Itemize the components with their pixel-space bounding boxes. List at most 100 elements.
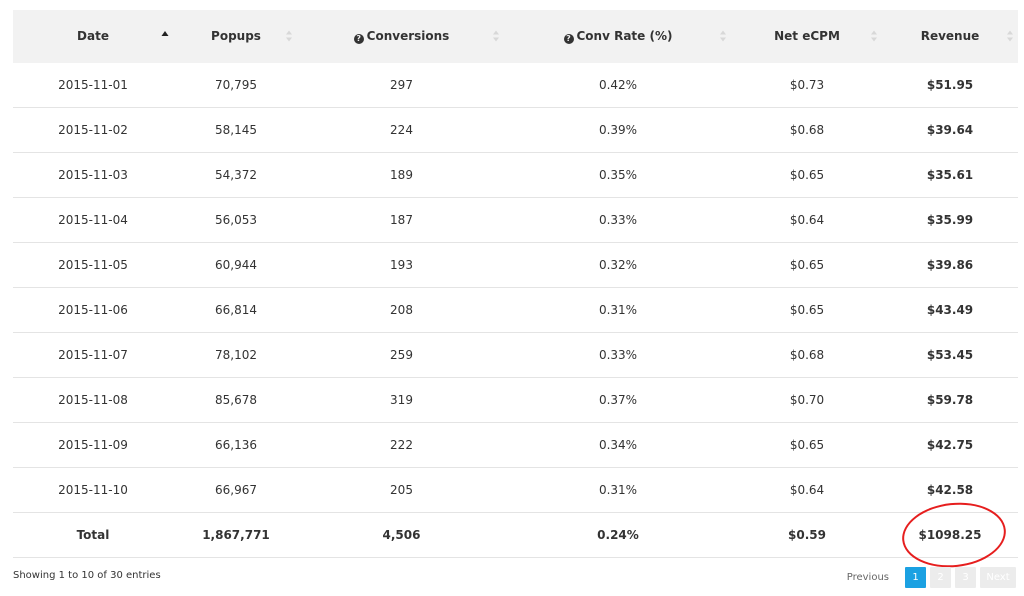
cell-conv-rate: 0.31% (598, 303, 638, 317)
cell-net-ecpm: $0.65 (789, 438, 825, 452)
cell-net-ecpm: $0.65 (789, 258, 825, 272)
cell-conv-rate: 0.33% (598, 213, 638, 227)
table-row: 2015-11-01 70,795 297 0.42% $0.73 $51.95 (13, 63, 1018, 108)
help-icon[interactable]: ? (353, 34, 364, 44)
cell-popups: 85,678 (215, 393, 257, 407)
table-row: 2015-11-02 58,145 224 0.39% $0.68 $39.64 (13, 108, 1018, 153)
cell-date: 2015-11-09 (58, 438, 128, 452)
column-header-conversions[interactable]: ? Conversions (299, 10, 504, 63)
cell-conversions: 193 (390, 258, 413, 272)
sort-both-icon (285, 29, 293, 43)
total-label: Total (76, 528, 110, 542)
entries-info: Showing 1 to 10 of 30 entries (13, 570, 161, 581)
sort-both-icon (870, 29, 878, 43)
cell-date: 2015-11-07 (58, 348, 128, 362)
cell-revenue: $53.45 (926, 348, 974, 362)
previous-button[interactable]: Previous (846, 572, 889, 583)
cell-popups: 56,053 (215, 213, 257, 227)
cell-popups: 54,372 (215, 168, 257, 182)
cell-revenue: $35.99 (926, 213, 974, 227)
table-row: 2015-11-05 60,944 193 0.32% $0.65 $39.86 (13, 243, 1018, 288)
cell-conversions: 224 (390, 123, 413, 137)
cell-conversions: 319 (390, 393, 413, 407)
cell-net-ecpm: $0.70 (789, 393, 825, 407)
cell-revenue: $42.75 (926, 438, 974, 452)
column-header-label: Conversions (366, 29, 450, 43)
cell-date: 2015-11-02 (58, 123, 128, 137)
revenue-table: Date Popups ? Conversions ? Conv Rate (%) … (13, 10, 1018, 558)
column-header-label: Date (77, 29, 109, 43)
total-revenue: $1098.25 (918, 528, 982, 542)
total-row: Total 1,867,771 4,506 0.24% $0.59 $1098.… (13, 513, 1018, 558)
cell-conv-rate: 0.39% (598, 123, 638, 137)
page-button-2[interactable]: 2 (930, 567, 951, 588)
column-header-revenue[interactable]: Revenue (882, 10, 1018, 63)
cell-revenue: $42.58 (926, 483, 974, 497)
cell-conv-rate: 0.34% (598, 438, 638, 452)
table-row: 2015-11-04 56,053 187 0.33% $0.64 $35.99 (13, 198, 1018, 243)
table-row: 2015-11-07 78,102 259 0.33% $0.68 $53.45 (13, 333, 1018, 378)
cell-net-ecpm: $0.68 (789, 123, 825, 137)
cell-conv-rate: 0.42% (598, 78, 638, 92)
cell-revenue: $43.49 (926, 303, 974, 317)
total-conversions: 4,506 (382, 528, 421, 542)
cell-net-ecpm: $0.65 (789, 168, 825, 182)
cell-popups: 66,136 (215, 438, 257, 452)
column-header-date[interactable]: Date (13, 10, 173, 63)
cell-date: 2015-11-01 (58, 78, 128, 92)
total-net-ecpm: $0.59 (788, 528, 826, 542)
column-header-label: Popups (211, 29, 261, 43)
cell-revenue: $39.86 (926, 258, 974, 272)
table-row: 2015-11-03 54,372 189 0.35% $0.65 $35.61 (13, 153, 1018, 198)
cell-conversions: 205 (390, 483, 413, 497)
cell-revenue: $59.78 (926, 393, 974, 407)
column-header-label: Conv Rate (%) (576, 29, 673, 43)
cell-conv-rate: 0.37% (598, 393, 638, 407)
table-body: 2015-11-01 70,795 297 0.42% $0.73 $51.95 2015-… (13, 63, 1018, 513)
table-row: 2015-11-08 85,678 319 0.37% $0.70 $59.78 (13, 378, 1018, 423)
cell-net-ecpm: $0.65 (789, 303, 825, 317)
column-header-net-ecpm[interactable]: Net eCPM (732, 10, 882, 63)
cell-conversions: 259 (390, 348, 413, 362)
cell-date: 2015-11-03 (58, 168, 128, 182)
cell-conversions: 222 (390, 438, 413, 452)
cell-net-ecpm: $0.73 (789, 78, 825, 92)
table-row: 2015-11-06 66,814 208 0.31% $0.65 $43.49 (13, 288, 1018, 333)
cell-revenue: $51.95 (926, 78, 974, 92)
cell-popups: 66,814 (215, 303, 257, 317)
cell-popups: 58,145 (215, 123, 257, 137)
cell-conv-rate: 0.33% (598, 348, 638, 362)
page-button-3[interactable]: 3 (955, 567, 976, 588)
column-header-label: Net eCPM (774, 29, 840, 43)
column-header-conv-rate[interactable]: ? Conv Rate (%) (504, 10, 732, 63)
table-header: Date Popups ? Conversions ? Conv Rate (%) … (13, 10, 1018, 63)
cell-conversions: 189 (390, 168, 413, 182)
next-button[interactable]: Next (980, 567, 1016, 588)
cell-conv-rate: 0.32% (598, 258, 638, 272)
cell-popups: 70,795 (215, 78, 257, 92)
cell-conversions: 187 (390, 213, 413, 227)
cell-date: 2015-11-08 (58, 393, 128, 407)
cell-net-ecpm: $0.64 (789, 483, 825, 497)
total-popups: 1,867,771 (202, 528, 270, 542)
help-icon[interactable]: ? (563, 34, 574, 44)
page-button-1[interactable]: 1 (905, 567, 926, 588)
total-conv-rate: 0.24% (597, 528, 639, 542)
cell-net-ecpm: $0.64 (789, 213, 825, 227)
pagination: Previous 1 2 3 Next (847, 567, 1016, 588)
cell-date: 2015-11-04 (58, 213, 128, 227)
cell-date: 2015-11-05 (58, 258, 128, 272)
cell-popups: 78,102 (215, 348, 257, 362)
table-row: 2015-11-10 66,967 205 0.31% $0.64 $42.58 (13, 468, 1018, 513)
sort-both-icon (492, 29, 500, 43)
sort-ascending-icon (161, 29, 169, 43)
cell-conversions: 297 (390, 78, 413, 92)
cell-conv-rate: 0.31% (598, 483, 638, 497)
table-row: 2015-11-09 66,136 222 0.34% $0.65 $42.75 (13, 423, 1018, 468)
cell-date: 2015-11-06 (58, 303, 128, 317)
cell-popups: 66,967 (215, 483, 257, 497)
column-header-popups[interactable]: Popups (173, 10, 299, 63)
sort-both-icon (719, 29, 727, 43)
cell-conversions: 208 (390, 303, 413, 317)
cell-conv-rate: 0.35% (598, 168, 638, 182)
